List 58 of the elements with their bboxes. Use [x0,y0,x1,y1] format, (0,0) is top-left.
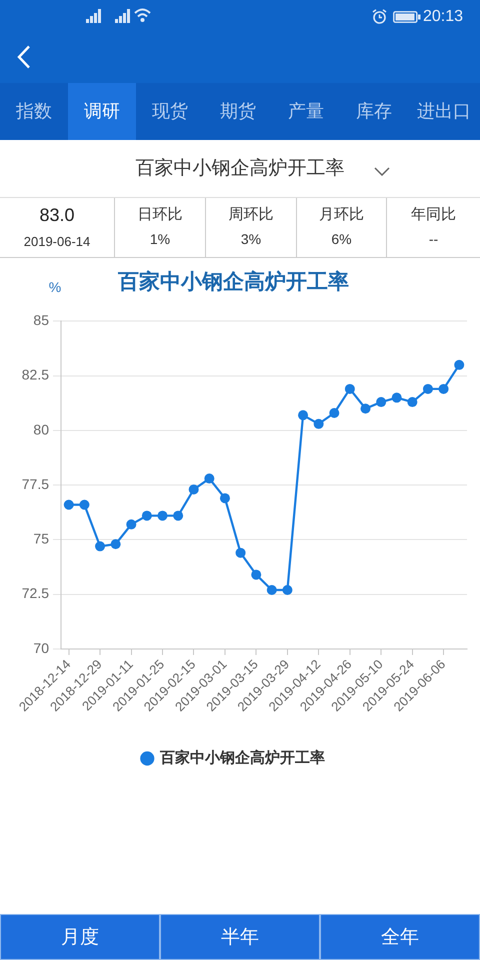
point [314,418,324,429]
text: 2019-06-14 [24,234,90,249]
y-tick-label: 80 [33,421,50,438]
text: 日环比 [138,206,182,223]
point [220,493,230,504]
point [158,510,168,521]
text: -- [428,231,438,247]
y-axis-title: % [48,279,62,296]
text: 百家中小钢企高炉开工率 [136,158,344,179]
text: 月度 [61,927,99,948]
text: 调研 [84,101,120,121]
y-tick-label: 70 [33,640,50,656]
point [251,570,262,580]
y-tick-label: 77.5 [22,476,50,492]
point [392,392,402,403]
y-tick-label: 82.5 [22,366,50,383]
point [407,397,418,408]
point [188,484,199,494]
point [329,408,340,418]
legend-label: 百家中小钢企高炉开工率 [158,748,325,767]
text: 年同比 [411,206,456,223]
text: 半年 [221,927,259,948]
point [173,510,184,521]
point [360,404,370,414]
point [110,539,121,550]
point [204,474,214,484]
point [438,384,449,394]
text: 现货 [152,101,188,121]
text: 指数 [16,101,52,121]
text: 1% [150,231,170,247]
point [266,584,277,595]
chart-title: 百家中小钢企高炉开工率 [117,269,349,294]
text: 全年 [381,927,419,948]
text: 3% [240,231,262,247]
text: 产量 [288,101,324,121]
point [236,548,246,558]
point [126,519,136,530]
point [344,384,355,394]
point [95,541,106,552]
y-tick-label: 75 [33,530,50,547]
text: 进出口 [417,101,471,121]
text: 6% [331,231,352,247]
point [64,500,74,510]
text: 20:13 [422,7,463,27]
text: 月环比 [319,206,364,223]
y-tick-label: 85 [33,312,50,328]
y-tick-label: 72.5 [22,585,50,602]
point [422,384,433,394]
text: 库存 [356,101,392,121]
point [79,500,90,510]
point [142,510,152,521]
text: 周环比 [228,206,274,223]
point [282,584,292,595]
point [298,410,308,420]
point [376,397,386,408]
text: 期货 [220,101,256,121]
point [454,360,464,370]
text: 83.0 [39,205,75,225]
